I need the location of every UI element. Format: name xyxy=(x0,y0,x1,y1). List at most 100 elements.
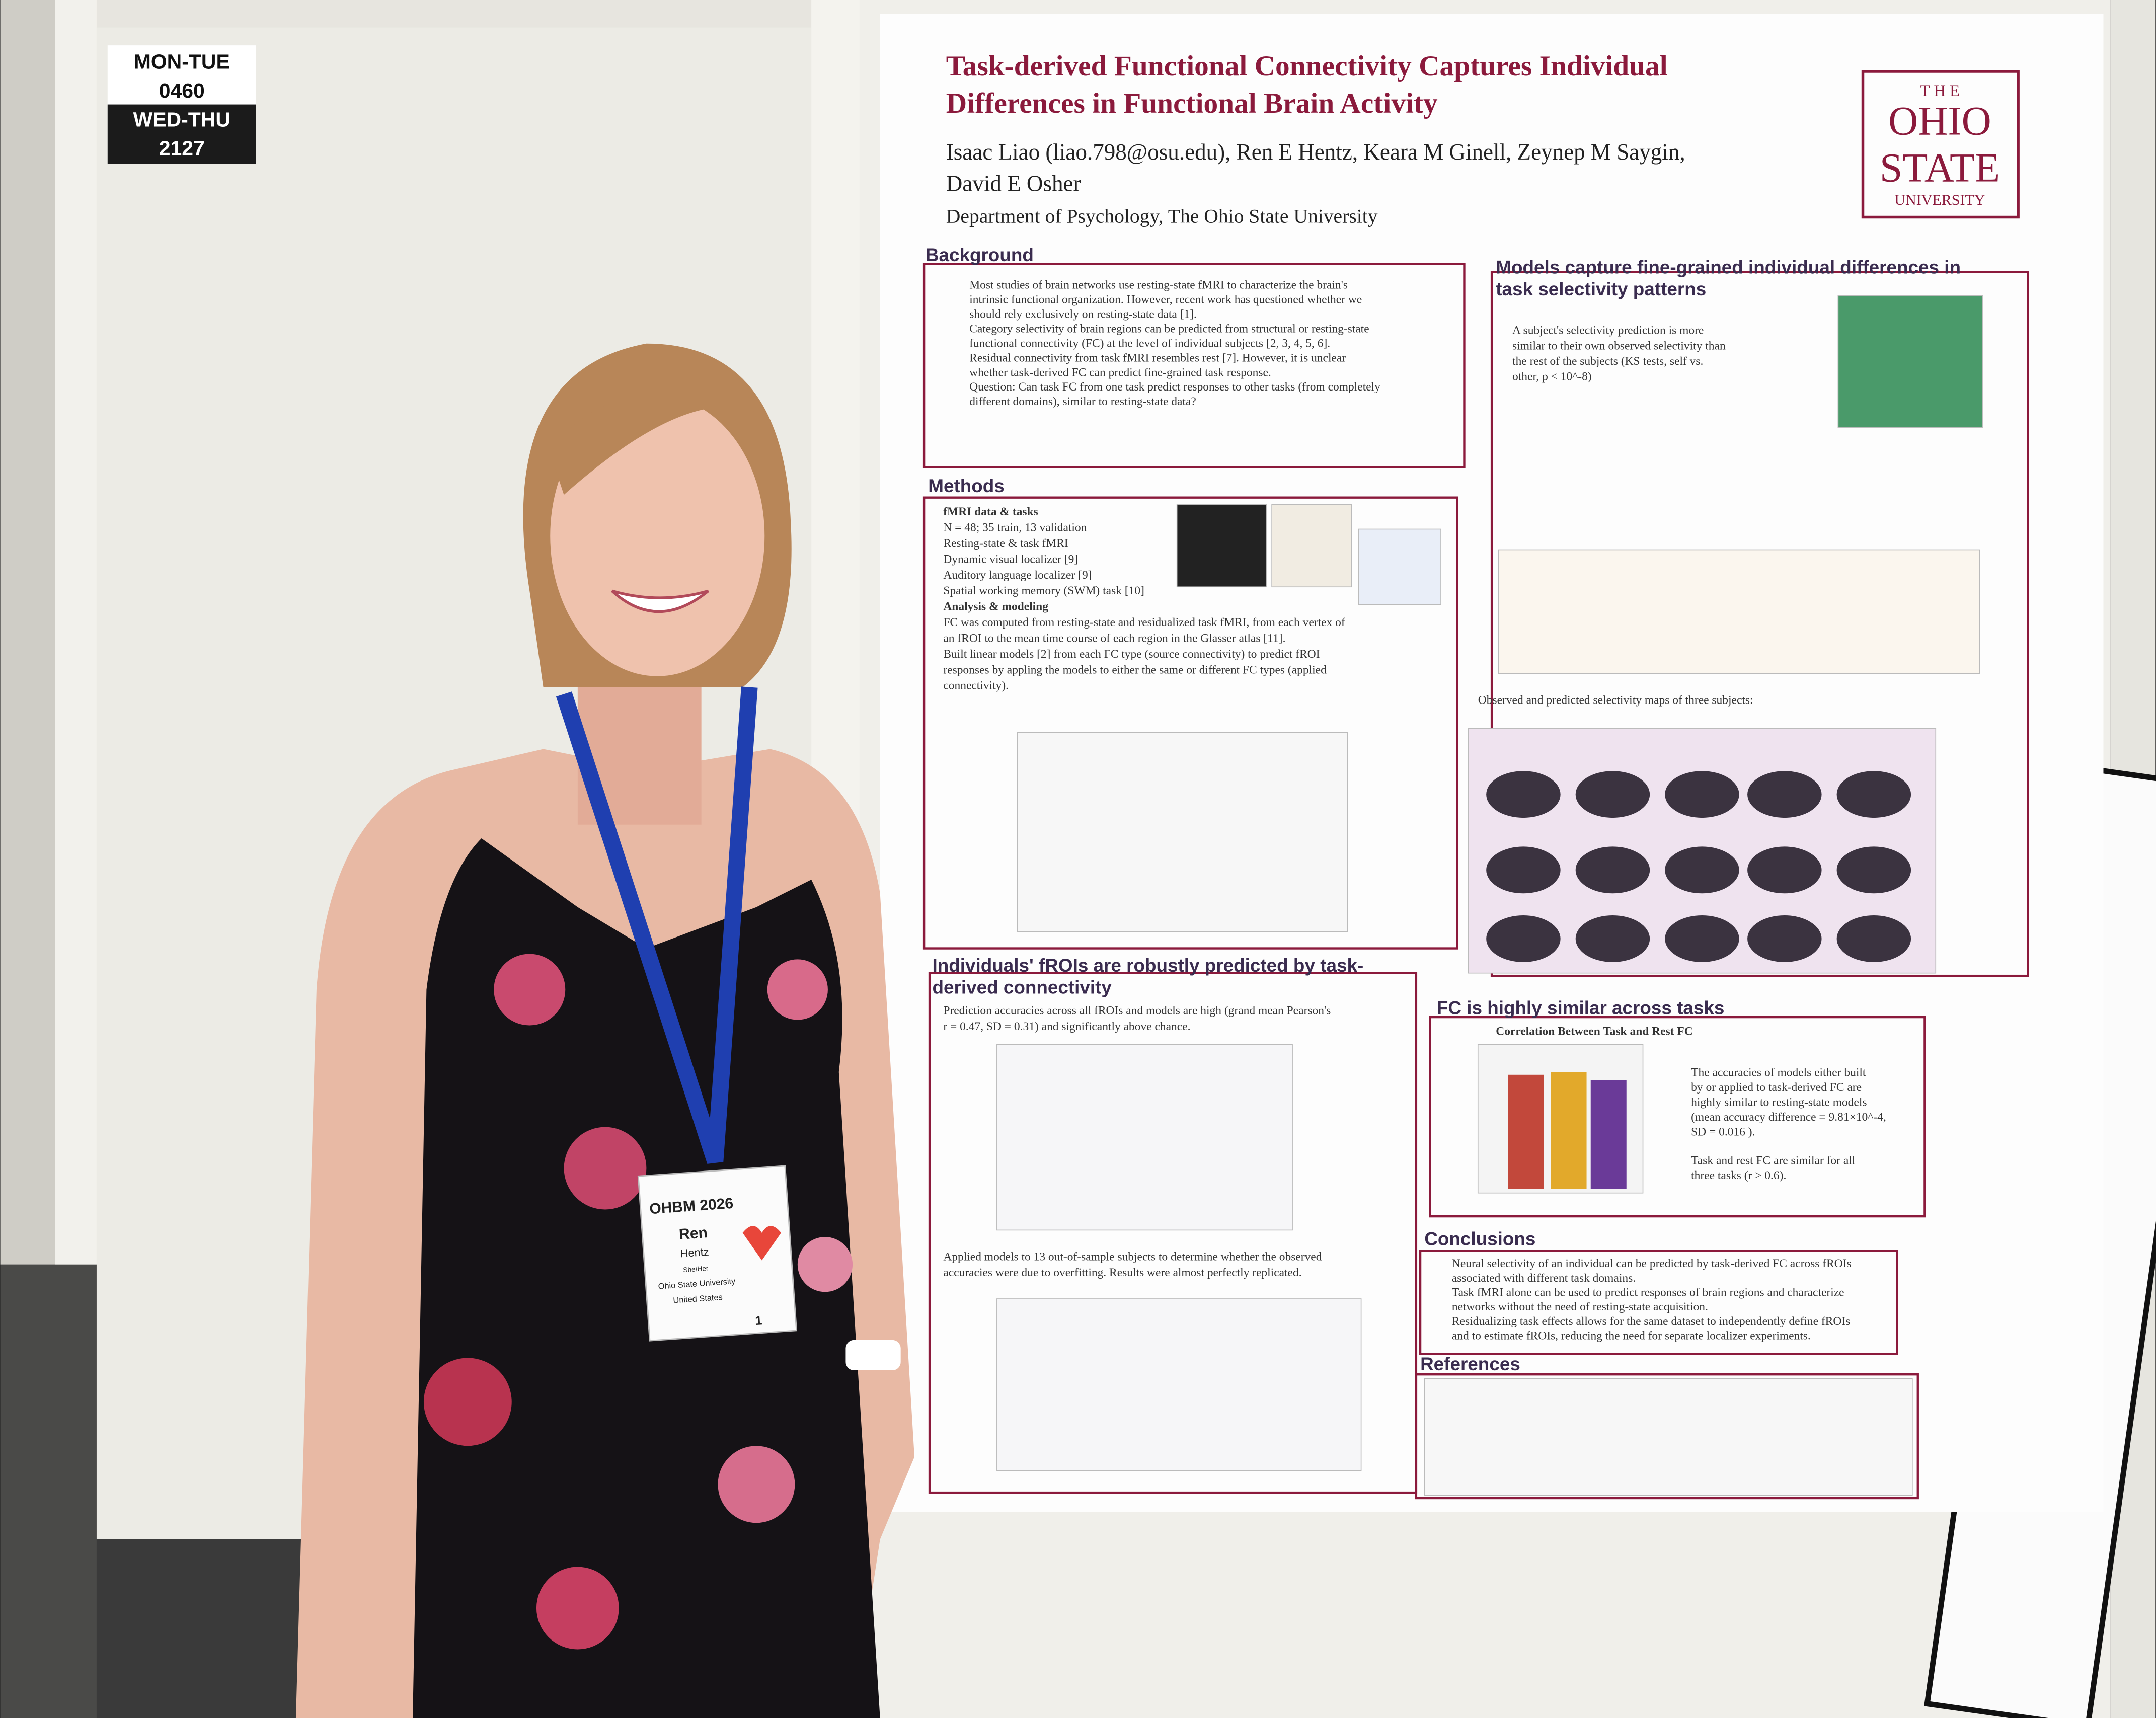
section-text: an fROI to the mean time course of each … xyxy=(943,632,1285,645)
brain-map xyxy=(1575,846,1650,894)
section-heading: task selectivity patterns xyxy=(1496,279,1706,299)
section-text: Dynamic visual localizer [9] xyxy=(943,553,1078,566)
logo-text: OHIO xyxy=(1888,98,1991,144)
section-heading: Models capture fine-grained individual d… xyxy=(1496,257,1961,278)
section-text: similar to their own observed selectivit… xyxy=(1512,339,1726,352)
brain-map xyxy=(1836,915,1911,962)
poster-affiliation: Department of Psychology, The Ohio State… xyxy=(946,205,1378,227)
section-text: Resting-state & task fMRI xyxy=(943,537,1068,550)
section-text: Most studies of brain networks use resti… xyxy=(969,279,1348,292)
section-heading: derived connectivity xyxy=(932,977,1112,998)
flower xyxy=(564,1127,647,1210)
figure-bar xyxy=(1590,1080,1627,1189)
section-text: FC was computed from resting-state and r… xyxy=(943,616,1345,629)
section-text: accuracies were due to overfitting. Resu… xyxy=(943,1266,1301,1279)
section-text: Prediction accuracies across all fROIs a… xyxy=(943,1004,1331,1018)
section-text: fMRI data & tasks xyxy=(943,505,1038,518)
section-text: Applied models to 13 out-of-sample subje… xyxy=(943,1251,1322,1264)
section-text: functional connectivity (FC) at the leve… xyxy=(969,337,1330,350)
section-text: Correlation Between Task and Rest FC xyxy=(1496,1025,1692,1038)
figure-bar xyxy=(1508,1074,1544,1189)
flower xyxy=(767,959,828,1020)
brain-map xyxy=(1486,771,1561,818)
section-text: Analysis & modeling xyxy=(943,600,1048,613)
bangs xyxy=(550,395,756,495)
section-text: Neural selectivity of an individual can … xyxy=(1452,1257,1852,1270)
section-text: A subject's selectivity prediction is mo… xyxy=(1512,324,1704,337)
brain-map xyxy=(1747,846,1822,894)
section-box xyxy=(1429,1016,1926,1218)
section-text: networks without the need of resting-sta… xyxy=(1452,1300,1708,1313)
brain-map xyxy=(1575,915,1650,962)
booth-sign-line: 0460 xyxy=(159,79,205,102)
section-text: Spatial working memory (SWM) task [10] xyxy=(943,584,1144,597)
poster-figure xyxy=(1498,549,1980,674)
brain-map xyxy=(1665,846,1739,894)
section-text: responses by appling the models to eithe… xyxy=(943,663,1327,676)
section-text: the rest of the subjects (KS tests, self… xyxy=(1512,355,1703,368)
booth-sign-text: MON-TUE 0460 WED-THU 2127 xyxy=(133,50,230,160)
section-text: Question: Can task FC from one task pred… xyxy=(969,380,1380,394)
booth-edge xyxy=(0,0,55,1265)
section-box xyxy=(1490,271,2029,977)
poster-authors: David E Osher xyxy=(946,171,1081,196)
booth-sign-dark xyxy=(107,104,256,164)
poster-figure xyxy=(1837,295,1983,428)
watch xyxy=(845,1340,901,1371)
brain-map xyxy=(1665,915,1739,962)
section-text: intrinsic functional organization. Howev… xyxy=(969,293,1362,306)
section-box xyxy=(928,972,1418,1494)
flower xyxy=(423,1358,512,1446)
section-text: three tasks (r > 0.6). xyxy=(1691,1169,1786,1182)
section-heading: Individuals' fROIs are robustly predicte… xyxy=(932,955,1363,976)
poster-content: Task-derived Functional Connectivity Cap… xyxy=(922,50,2029,1500)
booth-sign-line: WED-THU xyxy=(133,108,230,131)
section-text: other, p < 10^-8) xyxy=(1512,370,1592,383)
brain-map xyxy=(1486,846,1561,894)
poster-figure xyxy=(1176,504,1267,588)
section-text: N = 48; 35 train, 13 validation xyxy=(943,521,1087,534)
brain-map xyxy=(1486,915,1561,962)
brain-map xyxy=(1836,771,1911,818)
face xyxy=(550,396,765,676)
section-heading: References xyxy=(1420,1354,1520,1374)
brain-map xyxy=(1836,846,1911,894)
badge-line: Hentz xyxy=(680,1245,710,1260)
section-text: (mean accuracy difference = 9.81×10^-4, xyxy=(1691,1111,1886,1124)
poster-title: Differences in Functional Brain Activity xyxy=(946,88,1438,119)
section-text: should rely exclusively on resting-state… xyxy=(969,307,1197,321)
section-text: associated with different task domains. xyxy=(1452,1272,1636,1285)
section-text: Task and rest FC are similar for all xyxy=(1691,1154,1856,1167)
poster-title: Task-derived Functional Connectivity Cap… xyxy=(946,50,1668,82)
section-text: highly similar to resting-state models xyxy=(1691,1096,1867,1109)
section-text: Built linear models [2] from each FC typ… xyxy=(943,648,1320,661)
section-text: by or applied to task-derived FC are xyxy=(1691,1081,1862,1094)
flower xyxy=(718,1446,795,1523)
flower xyxy=(536,1567,619,1650)
logo-text: UNIVERSITY xyxy=(1894,192,1985,208)
section-text: The accuracies of models either built xyxy=(1691,1066,1866,1079)
heart xyxy=(742,1226,782,1261)
flower xyxy=(797,1237,853,1292)
section-box xyxy=(922,496,1458,950)
flower xyxy=(494,954,566,1026)
section-heading: FC is highly similar across tasks xyxy=(1437,998,1725,1019)
section-box xyxy=(1419,1250,1898,1355)
section-text: whether task-derived FC can predict fine… xyxy=(969,366,1271,379)
badge-line: She/Her xyxy=(683,1265,709,1274)
booth-sign-line: MON-TUE xyxy=(134,50,230,73)
section-text: Auditory language localizer [9] xyxy=(943,569,1092,582)
logo-frame xyxy=(1861,70,2020,219)
brain-map xyxy=(1665,771,1739,818)
section-text: Observed and predicted selectivity maps … xyxy=(1478,693,1753,707)
poster-figure xyxy=(1271,504,1352,588)
brain-map xyxy=(1575,771,1650,818)
section-text: connectivity). xyxy=(943,679,1009,692)
section-text: Category selectivity of brain regions ca… xyxy=(969,322,1369,335)
brain-map xyxy=(1747,915,1822,962)
poster-figure xyxy=(1017,732,1348,932)
section-heading: Conclusions xyxy=(1424,1228,1535,1249)
badge-line: 1 xyxy=(755,1314,763,1328)
poster-figure xyxy=(996,1298,1362,1471)
